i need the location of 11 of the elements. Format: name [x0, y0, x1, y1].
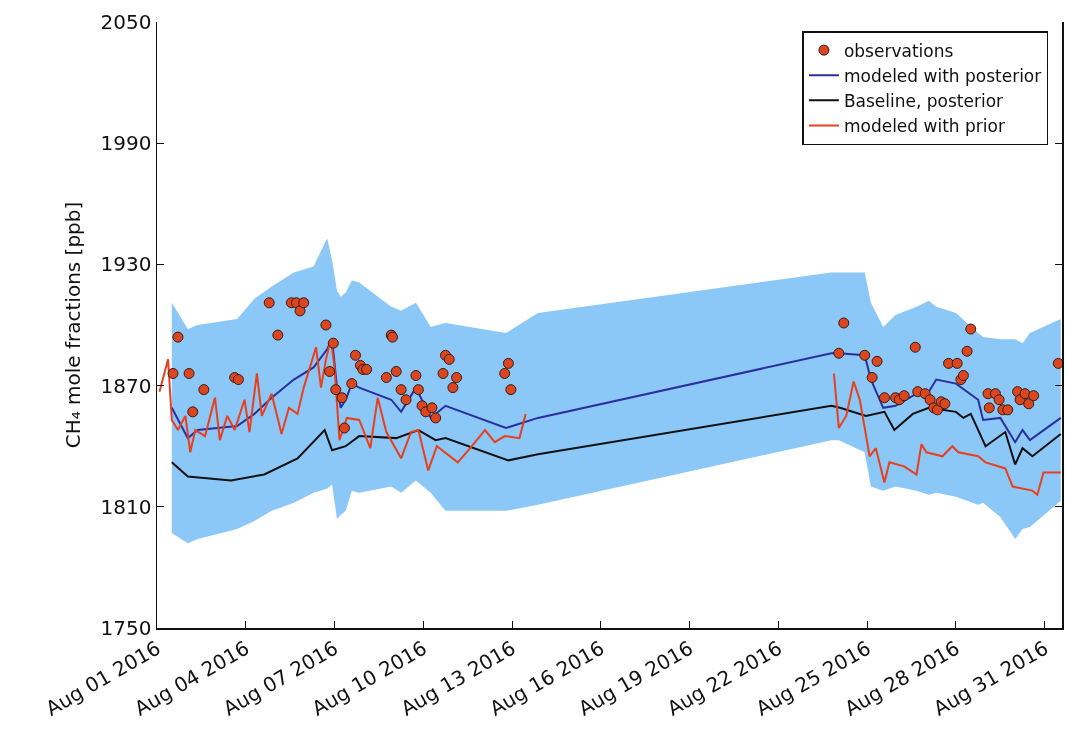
y-tick-label: 1810 — [100, 494, 152, 519]
y-tick-label: 1990 — [100, 131, 152, 156]
y-tick-label: 1750 — [100, 616, 152, 640]
legend-label: modeled with posterior — [843, 65, 1042, 86]
legend-label: modeled with prior — [843, 116, 1005, 137]
y-tick-label: 1930 — [100, 252, 152, 277]
y-tick-label: 2050 — [100, 10, 152, 34]
legend-label: observations — [843, 40, 954, 61]
y-tick-label: 1870 — [100, 373, 152, 398]
legend-label: Baseline, posterior — [843, 90, 1004, 111]
y-axis-title: CH₄ mole fractions [ppb] — [61, 201, 86, 449]
